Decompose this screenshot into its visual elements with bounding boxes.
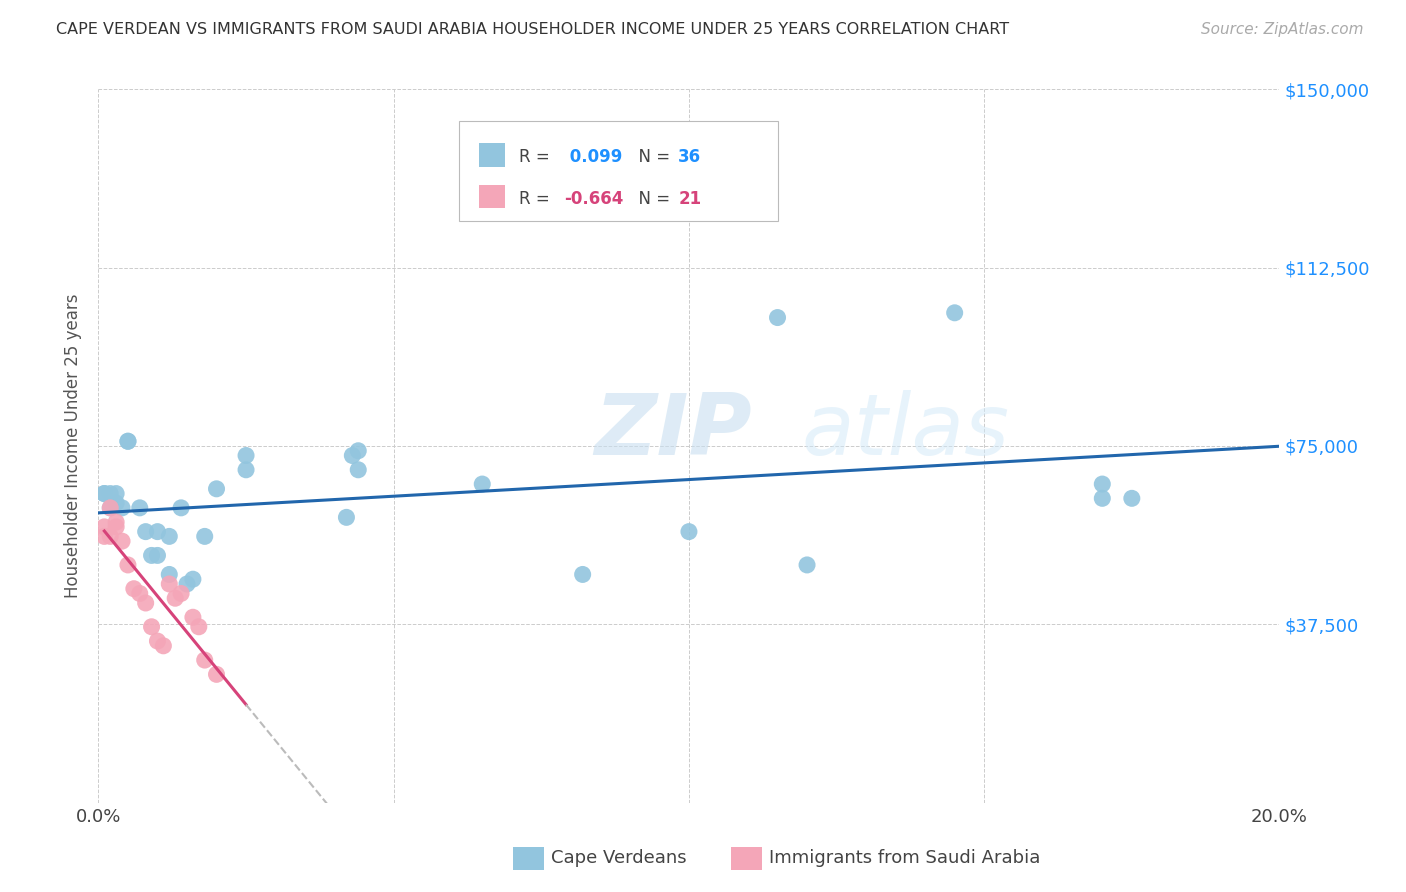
Point	[194, 529, 217, 543]
Point	[235, 463, 257, 477]
Text: 21: 21	[678, 190, 702, 208]
Text: R =: R =	[519, 148, 555, 166]
Text: N =: N =	[627, 190, 675, 208]
Point	[98, 529, 121, 543]
Point	[105, 496, 128, 510]
Text: CAPE VERDEAN VS IMMIGRANTS FROM SAUDI ARABIA HOUSEHOLDER INCOME UNDER 25 YEARS C: CAPE VERDEAN VS IMMIGRANTS FROM SAUDI AR…	[56, 22, 1010, 37]
Point	[1091, 491, 1114, 506]
Point	[146, 549, 169, 563]
Point	[194, 653, 217, 667]
Point	[335, 510, 357, 524]
Point	[678, 524, 700, 539]
Point	[93, 529, 115, 543]
Point	[117, 434, 139, 449]
Point	[1091, 477, 1114, 491]
FancyBboxPatch shape	[478, 143, 505, 167]
Text: 0.099: 0.099	[564, 148, 621, 166]
Point	[471, 477, 494, 491]
Point	[796, 558, 818, 572]
Text: 36: 36	[678, 148, 702, 166]
Point	[146, 634, 169, 648]
Point	[93, 486, 115, 500]
Point	[181, 610, 204, 624]
Text: atlas: atlas	[801, 390, 1010, 474]
Point	[135, 524, 157, 539]
Point	[157, 577, 180, 591]
Point	[571, 567, 593, 582]
Point	[93, 520, 115, 534]
Point	[98, 500, 121, 515]
Point	[170, 500, 193, 515]
Text: Cape Verdeans: Cape Verdeans	[551, 849, 686, 867]
Point	[122, 582, 145, 596]
Point	[943, 306, 966, 320]
Point	[146, 524, 169, 539]
Point	[165, 591, 187, 606]
Point	[205, 667, 228, 681]
Point	[117, 558, 139, 572]
Point	[205, 482, 228, 496]
FancyBboxPatch shape	[458, 121, 778, 221]
Point	[117, 434, 139, 449]
Point	[141, 620, 163, 634]
Point	[157, 567, 180, 582]
Point	[111, 534, 134, 549]
Text: Source: ZipAtlas.com: Source: ZipAtlas.com	[1201, 22, 1364, 37]
Point	[766, 310, 789, 325]
Text: -0.664: -0.664	[564, 190, 623, 208]
Point	[105, 486, 128, 500]
Point	[105, 520, 128, 534]
Text: R =: R =	[519, 190, 555, 208]
Point	[347, 463, 370, 477]
Point	[152, 639, 174, 653]
FancyBboxPatch shape	[478, 185, 505, 209]
Point	[170, 586, 193, 600]
Point	[342, 449, 364, 463]
Point	[128, 500, 150, 515]
Y-axis label: Householder Income Under 25 years: Householder Income Under 25 years	[65, 293, 83, 599]
Text: N =: N =	[627, 148, 675, 166]
Point	[128, 586, 150, 600]
Point	[176, 577, 198, 591]
Point	[93, 486, 115, 500]
Point	[98, 500, 121, 515]
Point	[235, 449, 257, 463]
Point	[347, 443, 370, 458]
Point	[187, 620, 209, 634]
Point	[1121, 491, 1143, 506]
Point	[135, 596, 157, 610]
Text: Immigrants from Saudi Arabia: Immigrants from Saudi Arabia	[769, 849, 1040, 867]
Point	[111, 500, 134, 515]
Point	[157, 529, 180, 543]
Point	[98, 486, 121, 500]
Point	[141, 549, 163, 563]
Point	[181, 572, 204, 586]
Text: ZIP: ZIP	[595, 390, 752, 474]
Point	[105, 515, 128, 529]
